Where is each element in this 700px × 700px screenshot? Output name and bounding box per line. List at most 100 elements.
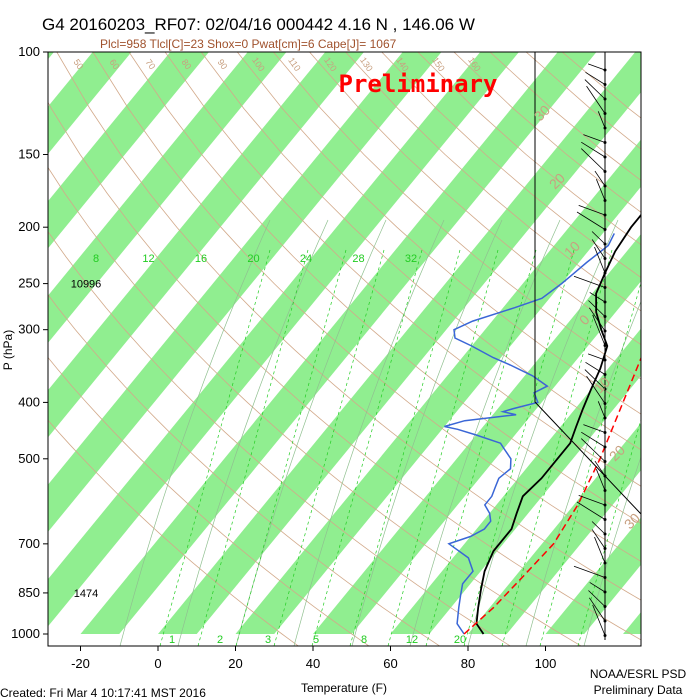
dry-adiabat-line xyxy=(48,101,641,641)
wind-barb xyxy=(594,536,606,564)
isotherm-band xyxy=(80,52,597,634)
dry-adiabat-line xyxy=(92,52,641,562)
wind-barb xyxy=(588,300,606,317)
wind-barb xyxy=(580,438,606,462)
wind-barb-dot xyxy=(603,445,607,449)
wind-barb-dot xyxy=(603,286,607,289)
x-axis: -20 0 20 40 60 80 100 xyxy=(71,646,556,671)
isotherm-band xyxy=(468,423,641,634)
mixing-ratio-label: 1 xyxy=(169,634,175,646)
x-axis-label: Temperature (F) xyxy=(301,681,387,695)
dry-adiabat-line xyxy=(236,52,641,415)
wind-barb-dot xyxy=(603,547,607,550)
sounding-series xyxy=(444,213,641,635)
dry-adiabat-line xyxy=(56,52,641,601)
mixing-ratio-label: 12 xyxy=(142,253,154,265)
mixing-ratio-label: 2 xyxy=(217,634,223,646)
wind-barbs xyxy=(573,63,607,637)
wind-barb xyxy=(594,246,606,274)
mixing-ratio-labels: 8 12 16 20 24 28 321 2 3 5 8 12 20 xyxy=(93,253,466,646)
mixing-ratio-label: 20 xyxy=(247,253,259,265)
y-tick-label: 200 xyxy=(18,219,40,234)
dry-adiabat-line xyxy=(309,52,641,346)
y-tick-label: 400 xyxy=(18,394,40,409)
y-axis-label: P (hPa) xyxy=(1,330,15,370)
wind-barb-dot xyxy=(603,503,607,507)
wind-barb-dot xyxy=(603,489,607,492)
y-tick-label: 850 xyxy=(18,585,40,600)
wind-barb xyxy=(588,590,606,607)
dry-adiabat-line xyxy=(200,52,641,451)
y-tick-label: 250 xyxy=(18,276,40,291)
isotherm-band xyxy=(48,52,287,343)
credit-line-2: Preliminary Data xyxy=(594,683,683,697)
wind-barb xyxy=(591,529,606,549)
mixing-ratio-label: 20 xyxy=(454,634,466,646)
wind-barb xyxy=(596,179,606,201)
wind-barb xyxy=(585,361,606,375)
mixing-ratio-line xyxy=(577,417,641,646)
moist-adiabat-line xyxy=(583,455,641,646)
wind-barb-dot xyxy=(603,605,607,608)
x-tick-label: 40 xyxy=(306,656,320,671)
moist-adiabat-line xyxy=(177,219,329,646)
wind-barb xyxy=(596,469,606,491)
plot-frame xyxy=(47,51,642,647)
isotherm-band xyxy=(48,52,209,249)
wind-barb-dot xyxy=(603,300,607,304)
mixing-ratio-line xyxy=(425,249,537,646)
mixing-ratio-label: 12 xyxy=(406,634,418,646)
wind-barb-dot xyxy=(603,590,607,594)
dry-adiabats xyxy=(48,52,641,646)
temperature-profile-line xyxy=(475,213,641,635)
dewpoint-profile-line xyxy=(444,233,615,635)
wind-barb xyxy=(583,134,606,143)
wind-barb-dot xyxy=(603,634,607,637)
wind-barb xyxy=(576,501,606,520)
moist-adiabat-line xyxy=(293,219,445,646)
theta-label: 80 xyxy=(179,57,193,71)
wind-barb-dot xyxy=(603,257,607,260)
parcel-profile-line xyxy=(463,356,641,635)
wind-barb xyxy=(576,211,606,230)
wind-barb-dot xyxy=(603,315,607,318)
wind-barb-dot xyxy=(603,358,607,362)
mixing-ratio-line xyxy=(235,249,347,646)
wind-barb-dot xyxy=(603,619,607,623)
wind-barb-dot xyxy=(603,387,607,391)
wind-barb xyxy=(591,521,606,535)
wind-barb-dot xyxy=(603,242,607,246)
y-axis: 100 150 200 250 300 400 500 700 850 1000 xyxy=(11,44,48,641)
moist-adiabat-line xyxy=(351,219,503,646)
wind-barb-dot xyxy=(603,126,607,130)
wind-barb-dot xyxy=(603,155,607,159)
wind-barb xyxy=(591,231,606,245)
mixing-ratio-label: 3 xyxy=(265,634,271,646)
isotherm-band xyxy=(158,52,641,634)
wind-barb-dot xyxy=(603,329,607,333)
y-tick-label: 1000 xyxy=(11,626,40,641)
x-tick-label: 100 xyxy=(535,656,557,671)
dry-adiabat-line xyxy=(48,294,441,646)
wind-barb xyxy=(594,170,606,187)
y-tick-label: 700 xyxy=(18,536,40,551)
wind-barb-dot xyxy=(603,416,607,420)
dry-adiabat-line xyxy=(164,52,641,487)
wind-barb-dot xyxy=(603,271,607,275)
wind-barb xyxy=(578,495,606,506)
wind-barb xyxy=(583,424,606,433)
mixing-ratio-line xyxy=(197,249,309,646)
mixing-ratio-line xyxy=(311,249,423,646)
height-label: 10996 xyxy=(71,279,102,291)
isotherm-band xyxy=(48,52,364,438)
mixing-ratio-label: 8 xyxy=(361,634,367,646)
mixing-ratio-line xyxy=(387,249,499,646)
wind-barb-dot xyxy=(603,576,607,579)
y-tick-label: 500 xyxy=(18,451,40,466)
theta-label: 50 xyxy=(71,57,85,71)
wind-barb-dot xyxy=(603,561,607,565)
dry-adiabat-line xyxy=(48,419,299,646)
chart-subtitle: Plcl=958 Tlcl[C]=23 Shox=0 Pwat[cm]=6 Ca… xyxy=(100,37,397,51)
wind-barb-dot xyxy=(603,199,607,202)
wind-barb-dot xyxy=(603,228,607,231)
